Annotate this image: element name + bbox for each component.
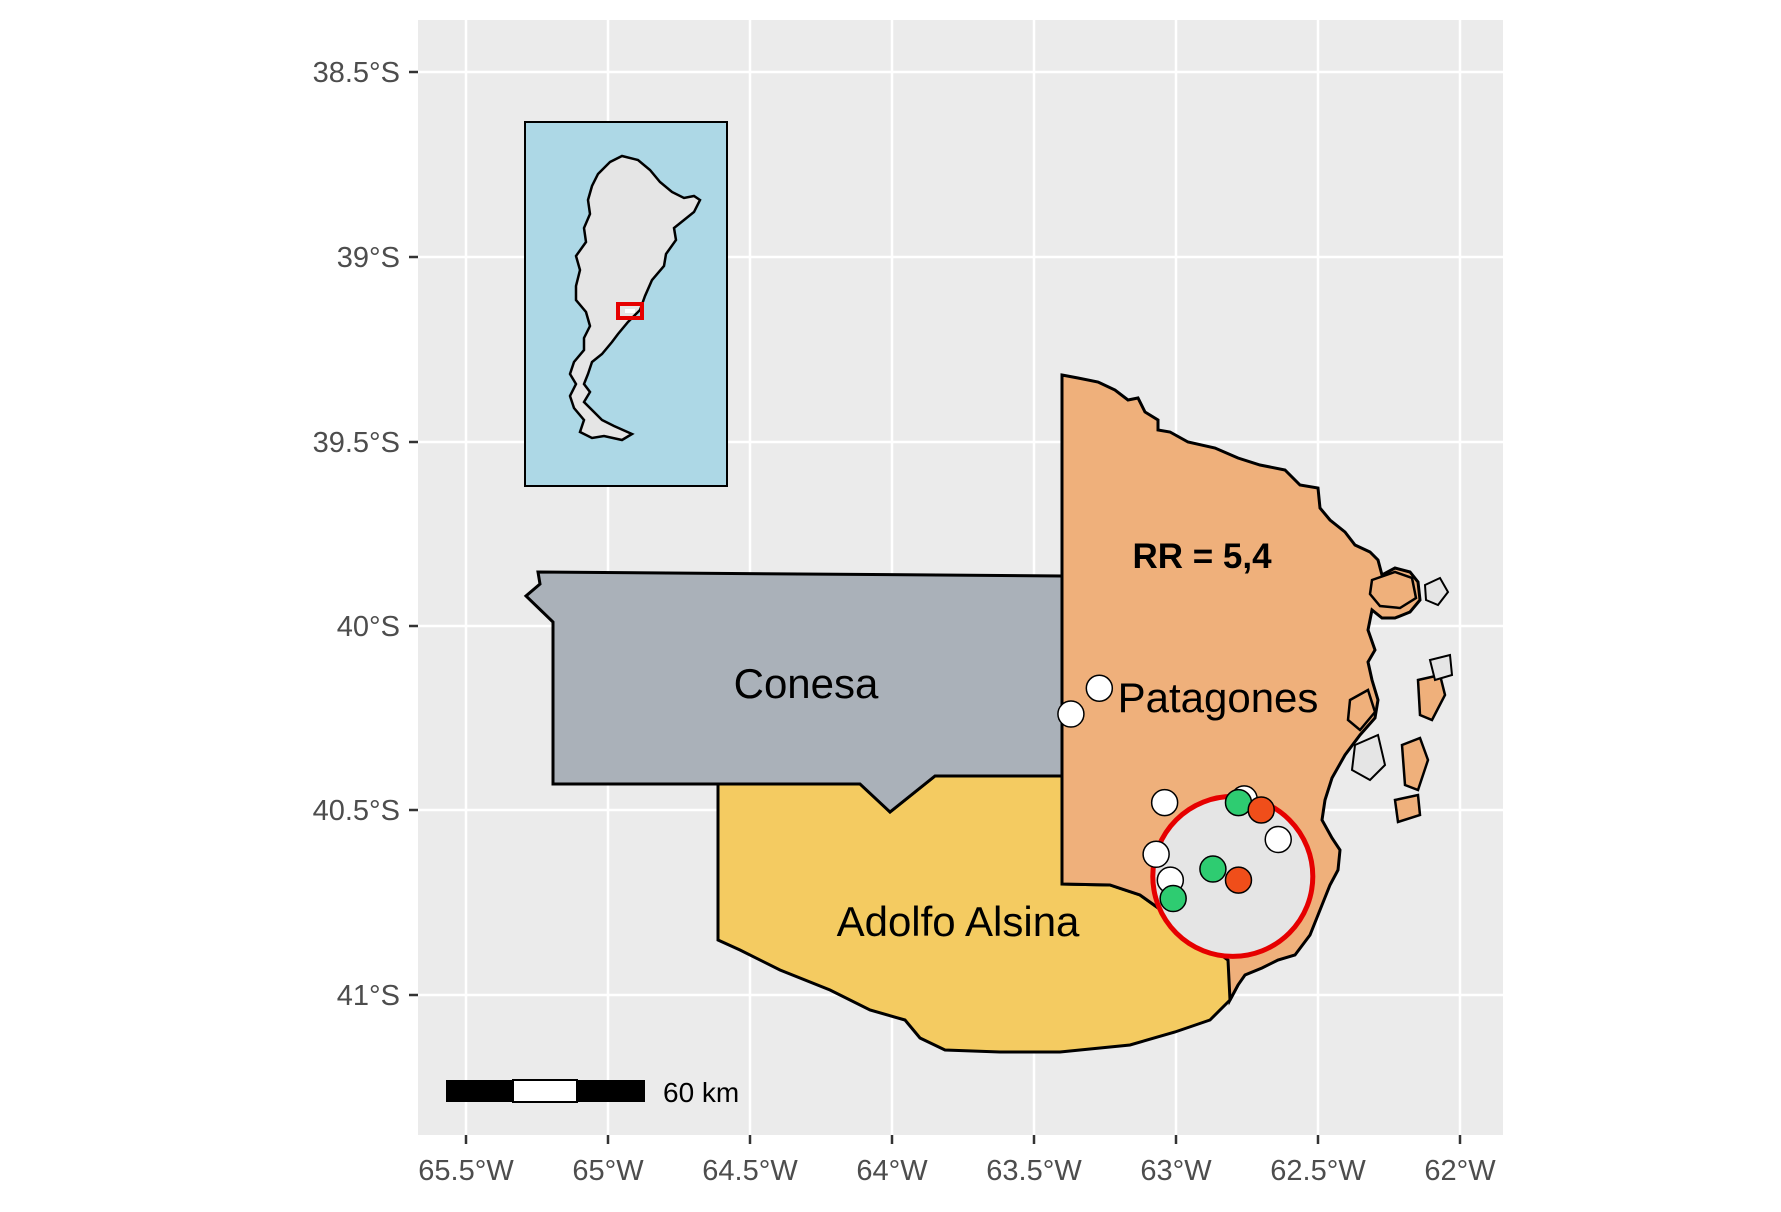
x-tick-label: 62°W: [1424, 1155, 1496, 1187]
sample-point: [1264, 825, 1292, 854]
island: [1346, 688, 1377, 732]
y-tick-label: 40°S: [337, 611, 400, 643]
x-tick-label: 65°W: [572, 1155, 644, 1187]
y-tick-label: 41°S: [337, 980, 400, 1012]
region-label-patagones: Patagones: [1118, 674, 1319, 721]
marsh-patch: [1428, 653, 1454, 682]
y-tick-label: 40.5°S: [313, 795, 400, 827]
sample-point: [1159, 884, 1187, 913]
marsh-patches: [1350, 576, 1454, 782]
x-tick-label: 65.5°W: [418, 1155, 514, 1187]
marsh-patch: [1423, 576, 1450, 607]
marsh-patch: [1350, 733, 1387, 782]
scale-bar: 60 km: [446, 1077, 739, 1108]
y-tick-label: 39°S: [337, 242, 400, 274]
island: [1400, 736, 1430, 792]
inset-study-area-fill: [625, 309, 635, 313]
sample-point: [1085, 674, 1114, 702]
axis-ticks: [409, 70, 1462, 1144]
x-tick-label: 63.5°W: [986, 1155, 1082, 1187]
inset-argentina-outline: [568, 154, 702, 442]
y-tick-label: 39.5°S: [313, 427, 400, 459]
region-label-conesa: Conesa: [734, 660, 879, 707]
island: [1368, 570, 1418, 610]
x-tick-label: 63°W: [1140, 1155, 1212, 1187]
scale-bar-label: 60 km: [663, 1077, 739, 1108]
y-tick-label: 38.5°S: [313, 57, 400, 89]
x-tick-label: 64.5°W: [702, 1155, 798, 1187]
inset-map: [524, 121, 728, 487]
scale-bar-segment-white: [512, 1079, 578, 1103]
x-tick-label: 62.5°W: [1270, 1155, 1366, 1187]
sample-points: [1057, 674, 1292, 913]
sample-point: [1150, 788, 1179, 817]
sample-point: [1142, 840, 1170, 869]
island: [1393, 793, 1422, 824]
x-tick-label: 64°W: [856, 1155, 928, 1187]
region-label-adolfo-alsina: Adolfo Alsina: [837, 898, 1080, 945]
relative-risk-annotation: RR = 5,4: [1132, 537, 1272, 576]
scale-bar-segment-black: [577, 1080, 645, 1102]
sample-point: [1199, 855, 1227, 883]
sample-point: [1057, 700, 1085, 728]
inset-study-area-marker: [616, 302, 644, 320]
scale-bar-segment-black: [446, 1080, 513, 1102]
sample-point: [1224, 866, 1253, 894]
sample-point: [1247, 796, 1275, 824]
